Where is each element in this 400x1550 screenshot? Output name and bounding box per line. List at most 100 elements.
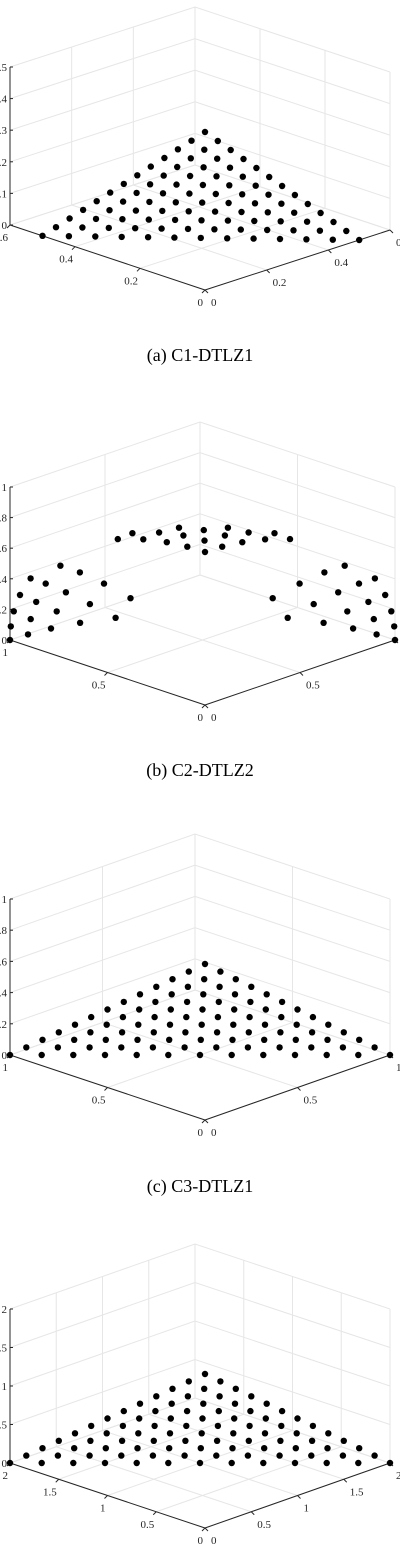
data-point bbox=[388, 608, 395, 615]
data-point bbox=[215, 1407, 222, 1415]
data-point bbox=[201, 128, 209, 136]
data-point bbox=[200, 164, 207, 171]
data-point bbox=[119, 1013, 127, 1021]
x-tick-mark bbox=[6, 224, 11, 229]
data-point bbox=[229, 1445, 236, 1452]
y-tick-label: 0.6 bbox=[396, 237, 400, 249]
data-point bbox=[184, 1393, 192, 1400]
data-point bbox=[211, 208, 219, 215]
data-point bbox=[27, 615, 34, 623]
grid-line-z bbox=[9, 1281, 391, 1348]
data-point bbox=[356, 1036, 363, 1044]
data-point bbox=[355, 1051, 362, 1059]
data-point bbox=[245, 1437, 252, 1445]
grid-line-floor bbox=[194, 1397, 391, 1464]
y-tick-mark bbox=[297, 1087, 301, 1091]
data-point bbox=[119, 1422, 127, 1430]
data-point bbox=[100, 580, 108, 587]
data-point bbox=[213, 173, 220, 180]
data-point bbox=[286, 535, 294, 543]
data-point bbox=[149, 1044, 157, 1051]
x-tick-label: 0.2 bbox=[124, 275, 138, 287]
x-tick-mark bbox=[71, 246, 76, 251]
data-point bbox=[252, 182, 259, 189]
data-point bbox=[127, 595, 134, 602]
data-point bbox=[107, 189, 114, 196]
data-points bbox=[6, 524, 399, 644]
data-point bbox=[264, 226, 271, 234]
data-point bbox=[135, 1430, 142, 1437]
data-point bbox=[133, 189, 140, 197]
data-point bbox=[260, 1051, 267, 1059]
data-point bbox=[136, 1006, 143, 1013]
data-point bbox=[226, 182, 233, 189]
data-point bbox=[291, 191, 299, 199]
x-tick-mark bbox=[104, 672, 108, 676]
data-point bbox=[239, 173, 246, 180]
data-point bbox=[391, 623, 398, 630]
data-point bbox=[262, 1415, 269, 1422]
data-point bbox=[231, 1400, 239, 1407]
data-point bbox=[182, 1029, 189, 1036]
data-point bbox=[53, 608, 60, 615]
data-point bbox=[118, 1437, 126, 1445]
data-point bbox=[199, 181, 207, 189]
data-point bbox=[278, 1407, 286, 1415]
grid-line-z bbox=[9, 543, 396, 610]
data-point bbox=[147, 163, 154, 170]
data-point bbox=[55, 1029, 62, 1036]
grid bbox=[9, 833, 391, 1121]
grid-line-z bbox=[9, 1243, 391, 1310]
data-point bbox=[278, 182, 286, 190]
data-point bbox=[134, 1445, 141, 1452]
chart-panel-1: 00.20.40.600.20.40.600.10.20.30.40.5(a) … bbox=[0, 6, 400, 366]
data-point bbox=[120, 1407, 128, 1415]
data-point bbox=[349, 625, 357, 632]
data-point bbox=[184, 543, 191, 550]
data-point bbox=[146, 198, 153, 206]
data-point bbox=[371, 1044, 378, 1051]
data-point bbox=[213, 1437, 221, 1445]
data-point bbox=[160, 172, 167, 179]
data-point bbox=[325, 1430, 332, 1437]
y-tick-mark bbox=[299, 672, 304, 676]
data-point bbox=[308, 1437, 316, 1445]
data-point bbox=[253, 164, 260, 172]
data-point bbox=[163, 539, 170, 546]
x-tick-label: 1 bbox=[3, 647, 9, 659]
data-point bbox=[264, 209, 271, 216]
x-tick-mark bbox=[136, 267, 141, 272]
data-point bbox=[263, 991, 270, 998]
data-point bbox=[153, 983, 160, 990]
data-point bbox=[323, 1459, 330, 1467]
data-point bbox=[183, 998, 191, 1006]
data-point bbox=[340, 1437, 347, 1445]
data-point bbox=[174, 163, 181, 171]
data-point bbox=[87, 1437, 94, 1445]
data-point bbox=[70, 1051, 77, 1059]
data-point bbox=[371, 575, 379, 582]
z-tick-label: 0 bbox=[2, 1050, 8, 1062]
data-point bbox=[39, 232, 46, 239]
data-point bbox=[215, 998, 222, 1006]
data-point bbox=[251, 217, 258, 225]
data-point bbox=[7, 623, 14, 630]
data-point bbox=[221, 532, 229, 539]
data-point bbox=[261, 1430, 269, 1437]
data-point bbox=[86, 1044, 93, 1051]
data-point bbox=[118, 1452, 125, 1459]
data-point bbox=[47, 625, 55, 632]
data-point bbox=[213, 1452, 220, 1459]
data-point bbox=[166, 1021, 174, 1028]
data-point bbox=[291, 1051, 299, 1059]
data-point bbox=[136, 1400, 144, 1407]
data-point bbox=[169, 976, 176, 983]
z-tick-label: 0.4 bbox=[0, 988, 8, 1000]
data-point bbox=[246, 1013, 253, 1021]
axes bbox=[9, 487, 396, 706]
x-tick-mark bbox=[55, 1478, 60, 1483]
data-point bbox=[292, 1445, 299, 1452]
data-point bbox=[304, 200, 311, 208]
